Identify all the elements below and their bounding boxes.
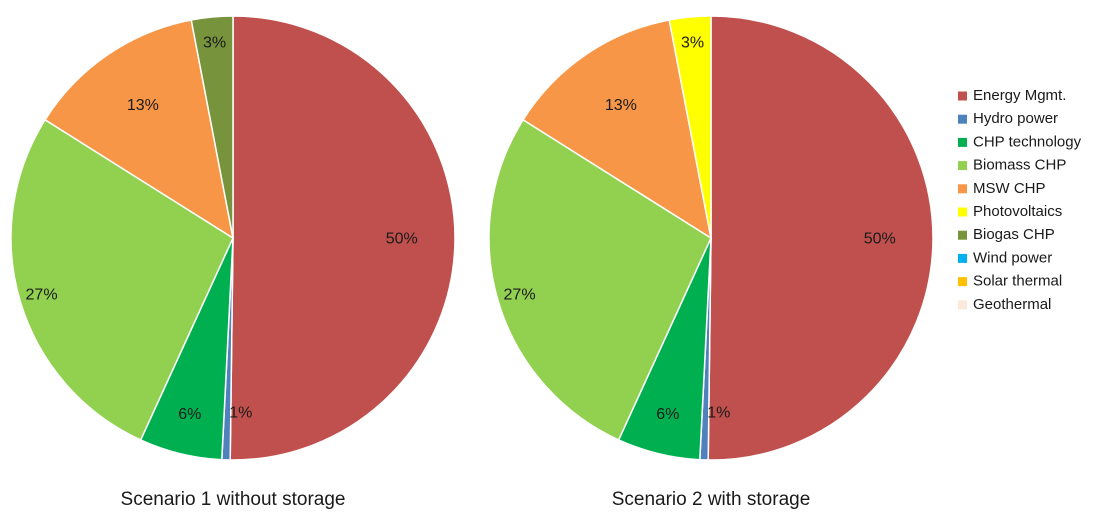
pie-chart-scenario-2: 50% 1% 6% 27% 13% 3% Scenario 2 with storage: [488, 15, 934, 510]
legend-swatch-biomass-chp: [958, 161, 967, 171]
data-label-hydro-power: 1%: [707, 404, 730, 421]
chart-title: Scenario 1 without storage: [121, 489, 346, 510]
legend-label-wind-power: Wind power: [973, 249, 1052, 266]
pie-chart-scenario-1: 50% 1% 6% 27% 13% 3% Scenario 1 without storag…: [10, 15, 456, 510]
data-label-biogas-chp: 3%: [203, 35, 226, 52]
legend-swatch-biogas-chp: [958, 230, 967, 240]
data-label-biomass-chp: 27%: [504, 286, 536, 303]
legend-swatch-geothermal: [958, 300, 967, 310]
data-label-chp-technology: 6%: [656, 406, 679, 423]
legend-label-chp-technology: CHP technology: [973, 133, 1082, 150]
legend-label-geothermal: Geothermal: [973, 296, 1051, 313]
pie-slice-msw-chp: [44, 19, 235, 240]
pie-slice-energy-mgmt: [707, 15, 934, 461]
data-label-biomass-chp: 27%: [26, 286, 58, 303]
legend-label-hydro-power: Hydro power: [973, 110, 1058, 127]
legend-swatch-chp-technology: [958, 137, 967, 147]
data-label-msw-chp: 13%: [605, 97, 637, 114]
data-label-hydro-power: 1%: [229, 404, 252, 421]
data-label-energy-mgmt: 50%: [386, 230, 418, 247]
data-label-energy-mgmt: 50%: [864, 230, 896, 247]
pie-slice-photovoltaics: [668, 15, 712, 239]
legend-label-photovoltaics: Photovoltaics: [973, 203, 1062, 220]
legend-swatch-energy-mgmt: [958, 91, 967, 101]
pie-slice-biogas-chp: [190, 15, 234, 239]
legend: Energy Mgmt. Hydro power CHP technology Bio…: [958, 87, 1082, 313]
data-label-chp-technology: 6%: [178, 406, 201, 423]
legend-swatch-wind-power: [958, 253, 967, 263]
data-label-msw-chp: 13%: [127, 97, 159, 114]
legend-swatch-hydro-power: [958, 114, 967, 124]
chart-title: Scenario 2 with storage: [612, 489, 811, 510]
legend-label-solar-thermal: Solar thermal: [973, 273, 1062, 290]
data-label-photovoltaics: 3%: [681, 35, 704, 52]
legend-swatch-solar-thermal: [958, 277, 967, 287]
legend-label-biogas-chp: Biogas CHP: [973, 226, 1055, 243]
legend-label-msw-chp: MSW CHP: [973, 180, 1046, 197]
legend-swatch-msw-chp: [958, 184, 967, 194]
legend-label-biomass-chp: Biomass CHP: [973, 157, 1066, 174]
pie-slice-energy-mgmt: [229, 15, 456, 461]
pie-slice-msw-chp: [522, 19, 713, 240]
legend-label-energy-mgmt: Energy Mgmt.: [973, 87, 1066, 104]
legend-swatch-photovoltaics: [958, 207, 967, 217]
pie-slice-biomass-chp: [488, 118, 712, 441]
pie-slice-biomass-chp: [10, 118, 234, 441]
